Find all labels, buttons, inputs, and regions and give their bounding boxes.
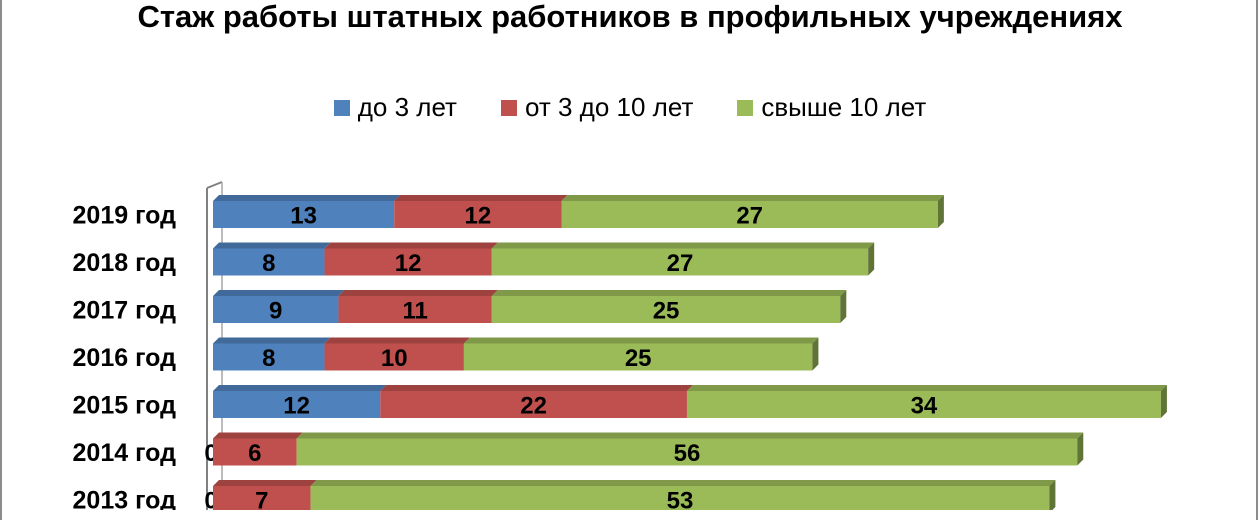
data-label: 7 xyxy=(255,488,268,511)
bar-end-face xyxy=(840,290,847,323)
bar-2017-год-s1-top xyxy=(213,290,345,296)
bar-2019-год-s3 xyxy=(561,201,938,228)
bar-2018-год-s1 xyxy=(213,248,325,276)
bar-2016-год-s3-top xyxy=(463,337,819,344)
bar-end-face xyxy=(812,337,819,371)
bar-2019-год-s2-top xyxy=(394,195,568,201)
bar-2015-год-s1-top xyxy=(213,385,387,391)
data-label: 22 xyxy=(520,393,547,420)
bar-2014-год-s3 xyxy=(296,438,1078,466)
data-label: 27 xyxy=(667,250,694,277)
bar-2017-год-s2 xyxy=(338,296,492,323)
data-label: 8 xyxy=(262,250,275,277)
bar-2013-год-s2 xyxy=(213,486,311,510)
bar-2013-год-s3-top xyxy=(310,480,1056,486)
chart-title: Стаж работы штатных работников в профиль… xyxy=(137,0,1123,34)
bar-2015-год-s3 xyxy=(686,391,1161,418)
bar-2019-год-s3-top xyxy=(561,195,944,201)
data-label: 12 xyxy=(465,203,492,230)
legend-swatch xyxy=(737,99,754,116)
bar-2019-год-s1-top xyxy=(213,195,401,201)
bar-2017-год-s2-top xyxy=(338,290,498,296)
legend-swatch xyxy=(333,99,350,116)
bar-2014-год-s3-top xyxy=(296,432,1084,439)
bar-2017-год-s1 xyxy=(213,296,339,323)
chart-legend: до 3 лет от 3 до 10 лет свыше 10 лет xyxy=(0,92,1260,123)
data-label: 56 xyxy=(674,440,701,467)
bar-2014-год-s2-top xyxy=(213,432,303,439)
bar-2017-год-s3-top xyxy=(491,290,847,296)
bar-2013-год-s2-top xyxy=(213,480,317,486)
bar-end-face xyxy=(937,195,944,228)
data-label: 27 xyxy=(736,203,763,230)
data-label: 25 xyxy=(653,298,680,325)
bar-end-face xyxy=(1049,480,1056,510)
category-label: 2013 год xyxy=(73,487,177,511)
data-label: 10 xyxy=(381,345,408,372)
data-label: 53 xyxy=(667,488,694,511)
category-label: 2015 год xyxy=(73,392,177,420)
data-label: 6 xyxy=(248,440,261,467)
bar-2018-год-s3-top xyxy=(491,242,875,249)
axis-top-edge xyxy=(206,181,223,189)
data-label: 12 xyxy=(395,250,422,277)
bar-2018-год-s2 xyxy=(324,248,492,276)
legend-item-3: свыше 10 лет xyxy=(737,92,926,123)
legend-label: до 3 лет xyxy=(357,92,457,122)
bar-2016-год-s1 xyxy=(213,343,325,371)
bar-2016-год-s2-top xyxy=(324,337,470,344)
bar-2019-год-s1 xyxy=(213,201,395,228)
bar-2013-год-s3 xyxy=(310,486,1050,510)
bar-end-face xyxy=(868,242,875,276)
bar-2016-год-s1-top xyxy=(213,337,331,344)
data-label: 12 xyxy=(283,393,310,420)
legend-label: от 3 до 10 лет xyxy=(524,92,694,122)
legend-item-2: от 3 до 10 лет xyxy=(500,92,694,123)
bar-2015-год-s1 xyxy=(213,391,381,418)
bar-2016-год-s3 xyxy=(463,343,813,371)
data-label: 25 xyxy=(625,345,652,372)
data-label: 11 xyxy=(402,298,427,325)
category-label: 2018 год xyxy=(73,249,177,277)
category-label: 2019 год xyxy=(73,202,177,230)
category-label: 2017 год xyxy=(73,297,177,325)
category-label: 2014 год xyxy=(73,439,177,467)
bar-2019-год-s2 xyxy=(394,201,562,228)
bar-2018-год-s3 xyxy=(491,248,869,276)
bar-end-face xyxy=(1160,385,1167,418)
bar-2015-год-s2-top xyxy=(380,385,693,391)
bar-2015-год-s3-top xyxy=(686,385,1167,391)
bar-end-face xyxy=(1077,432,1084,466)
category-label: 2016 год xyxy=(73,344,177,372)
legend-label: свыше 10 лет xyxy=(761,92,927,122)
bar-2017-год-s3 xyxy=(491,296,841,323)
bar-2018-год-s1-top xyxy=(213,242,331,249)
data-label: 9 xyxy=(269,298,282,325)
data-label: 34 xyxy=(911,393,938,420)
data-label: 13 xyxy=(290,203,317,230)
bar-2014-год-s2 xyxy=(213,438,297,466)
bar-2015-год-s2 xyxy=(380,391,687,418)
bar-2016-год-s2 xyxy=(324,343,464,371)
legend-swatch xyxy=(500,99,517,116)
legend-item-1: до 3 лет xyxy=(333,92,457,123)
bar-2018-год-s2-top xyxy=(324,242,498,249)
data-label: 8 xyxy=(262,345,275,372)
